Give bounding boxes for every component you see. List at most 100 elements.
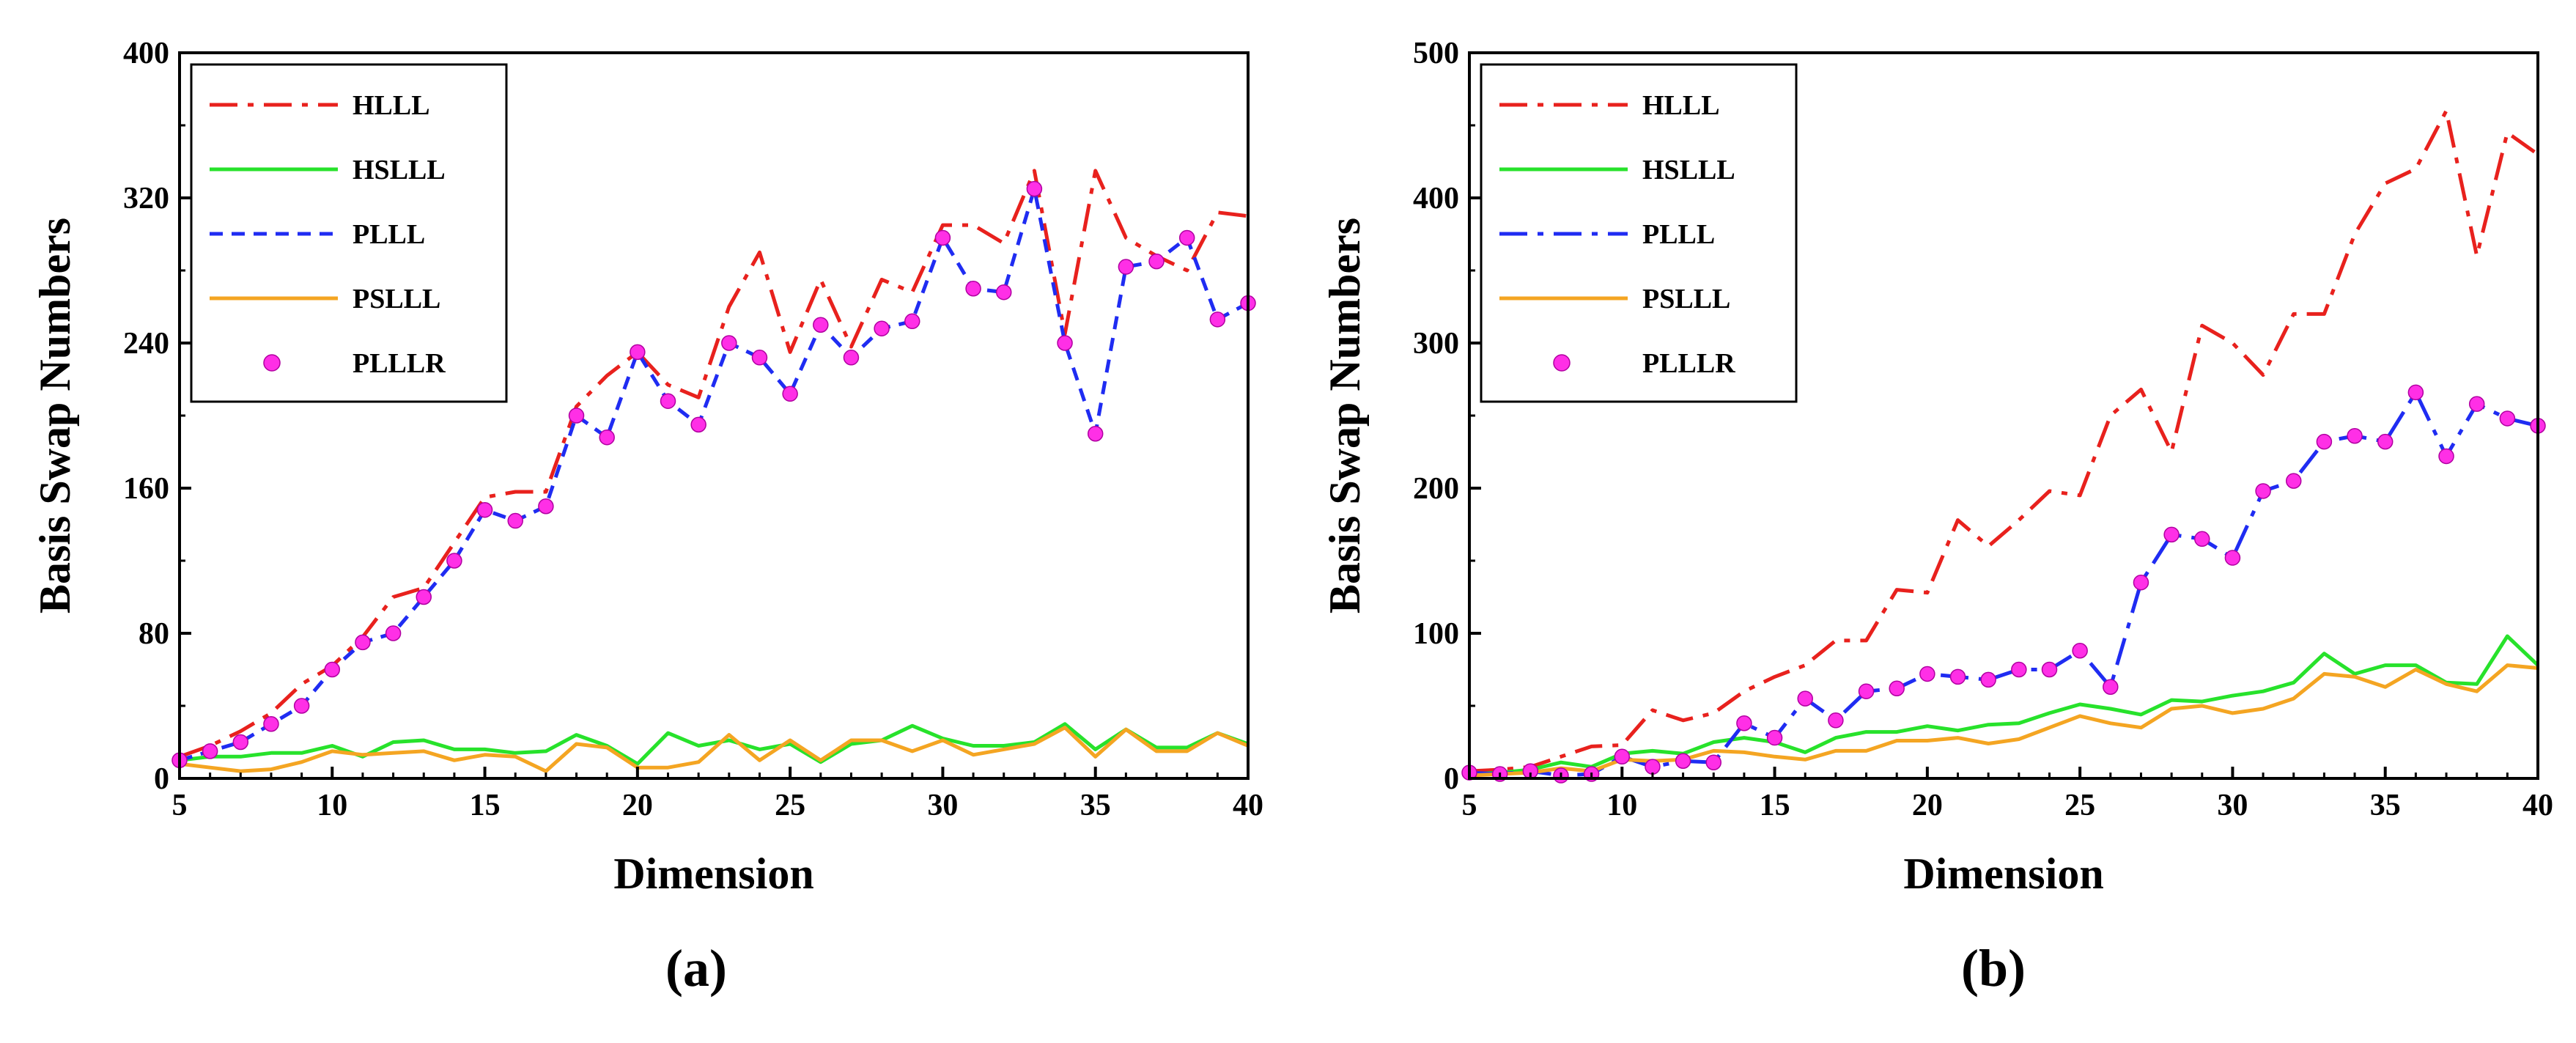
- data-point-plllr: [782, 386, 798, 402]
- x-tick-label: 35: [1080, 789, 1111, 822]
- x-tick-label: 30: [927, 789, 958, 822]
- data-point-plllr: [293, 698, 310, 714]
- data-point-plllr: [1087, 426, 1104, 442]
- y-tick-label: 0: [154, 762, 169, 796]
- data-point-plllr: [507, 512, 523, 529]
- data-point-plllr: [202, 743, 218, 759]
- data-point-plllr: [568, 408, 585, 424]
- data-point-plllr: [1736, 715, 1752, 731]
- legend: HLLL HSLLL PLLL PSLLL PLLLR: [1480, 63, 1798, 403]
- series-line-hlll: [179, 169, 1249, 759]
- data-point-plllr: [2041, 661, 2058, 678]
- legend-label: PLLL: [1642, 219, 1715, 250]
- legend-label: PSLLL: [1642, 284, 1730, 314]
- legend-box: [1480, 63, 1798, 403]
- legend: HLLL HSLLL PLLL PSLLL PLLLR: [190, 63, 508, 403]
- chart-panel-2: 5 10 15 20 25 30 35 400100200300400500Dimension…: [1321, 37, 2553, 998]
- data-point-plllr: [599, 429, 615, 446]
- x-axis-label: Dimension: [613, 849, 813, 898]
- data-point-plllr: [2499, 410, 2516, 427]
- data-point-plllr: [1828, 712, 1844, 729]
- y-tick-label: 300: [1413, 327, 1459, 361]
- x-tick-label: 20: [1912, 789, 1943, 822]
- y-tick-label: 320: [123, 182, 169, 215]
- x-tick-label: 40: [2523, 789, 2553, 822]
- data-point-plllr: [1889, 680, 1905, 696]
- series-line-hlll: [1469, 108, 2539, 773]
- data-point-plllr: [2438, 448, 2454, 465]
- y-tick-label: 80: [139, 617, 169, 651]
- y-tick-label: 400: [1413, 182, 1459, 215]
- data-point-plllr: [2163, 526, 2180, 543]
- x-axis-label: Dimension: [1903, 849, 2103, 898]
- data-point-plllr: [660, 393, 676, 409]
- y-tick-label: 500: [1413, 37, 1459, 70]
- y-tick-label: 400: [123, 37, 169, 70]
- x-tick-label: 10: [1606, 789, 1637, 822]
- chart-panel-1: 5 10 15 20 25 30 35 40080160240320400DimensionB…: [31, 37, 1263, 998]
- legend-marker: [1553, 354, 1571, 372]
- data-point-plllr: [2072, 643, 2088, 659]
- data-point-plllr: [2133, 574, 2149, 591]
- data-point-plllr: [721, 335, 737, 351]
- legend-label: PLLLR: [1642, 348, 1735, 379]
- data-point-plllr: [1148, 253, 1165, 270]
- y-tick-label: 160: [123, 472, 169, 506]
- data-point-plllr: [2224, 550, 2241, 566]
- data-point-plllr: [965, 281, 981, 297]
- y-axis-label: Basis Swap Numbers: [1321, 218, 1369, 613]
- data-point-plllr: [355, 634, 371, 651]
- data-point-plllr: [1118, 259, 1134, 275]
- data-point-plllr: [1645, 759, 1661, 775]
- data-point-plllr: [2316, 433, 2333, 450]
- legend-label: HLLL: [353, 90, 430, 121]
- x-tick-label: 30: [2217, 789, 2248, 822]
- legend-label: HSLLL: [1642, 155, 1735, 185]
- y-axis-label: Basis Swap Numbers: [31, 218, 79, 613]
- series-line-pslll: [179, 726, 1249, 773]
- series-line-plll: [1469, 390, 2539, 778]
- x-tick-label: 25: [2064, 789, 2095, 822]
- x-tick-label: 5: [172, 789, 188, 822]
- data-point-plllr: [1797, 690, 1813, 707]
- y-tick-label: 100: [1413, 617, 1459, 651]
- data-point-plllr: [995, 284, 1012, 301]
- x-tick-label: 25: [775, 789, 805, 822]
- data-point-plllr: [630, 344, 646, 361]
- x-tick-label: 5: [1462, 789, 1477, 822]
- data-point-plllr: [2194, 531, 2210, 548]
- x-tick-label: 15: [470, 789, 501, 822]
- y-tick-label: 0: [1444, 762, 1459, 796]
- data-point-plllr: [2377, 433, 2394, 450]
- data-point-plllr: [446, 553, 462, 569]
- data-point-plllr: [385, 625, 402, 641]
- data-point-plllr: [690, 416, 706, 433]
- data-point-plllr: [904, 313, 920, 330]
- x-tick-label: 20: [622, 789, 653, 822]
- data-point-plllr: [843, 350, 860, 366]
- series-line-hslll: [179, 722, 1249, 766]
- data-point-plllr: [1026, 180, 1043, 197]
- x-tick-label: 35: [2370, 789, 2401, 822]
- panel-label: (a): [665, 939, 727, 998]
- data-point-plllr: [2011, 661, 2027, 678]
- data-point-plllr: [1705, 754, 1722, 770]
- data-point-plllr: [1766, 729, 1783, 746]
- data-point-plllr: [2468, 396, 2485, 412]
- legend-label: PLLLR: [353, 348, 446, 379]
- series-line-plll: [179, 187, 1250, 762]
- data-point-plllr: [1858, 683, 1875, 699]
- data-point-plllr: [263, 716, 279, 732]
- data-point-plllr: [232, 734, 249, 751]
- data-point-plllr: [751, 350, 768, 366]
- data-point-plllr: [1057, 335, 1073, 351]
- legend-label: HSLLL: [353, 155, 446, 185]
- x-tick-label: 15: [1760, 789, 1790, 822]
- data-point-plllr: [476, 501, 493, 518]
- legend-marker: [263, 354, 281, 372]
- panel-label: (b): [1961, 939, 2026, 998]
- data-point-plllr: [324, 661, 341, 678]
- data-point-plllr: [2347, 427, 2363, 444]
- legend-label: HLLL: [1642, 90, 1720, 121]
